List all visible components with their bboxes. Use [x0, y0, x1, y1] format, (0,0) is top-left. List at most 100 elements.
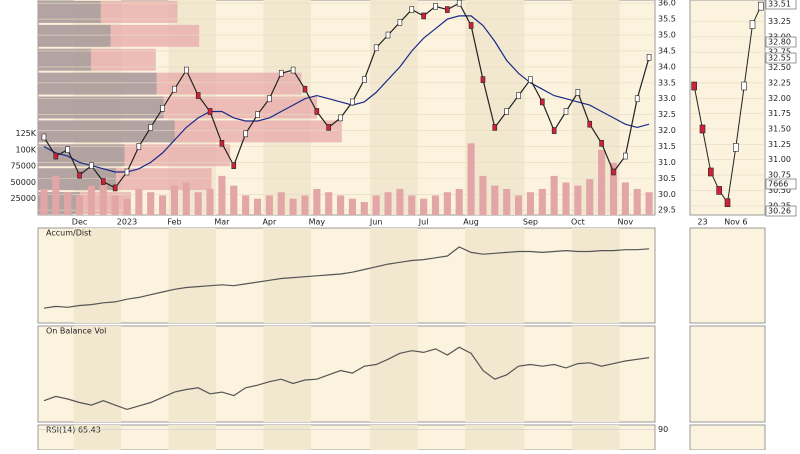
volume-bar: [253, 198, 262, 215]
volume-bar: [337, 195, 345, 215]
month-band: [571, 425, 620, 450]
indicator-line: [43, 346, 650, 411]
mini-candle: [724, 198, 731, 208]
price-label: 7666: [768, 180, 788, 189]
price-candle: [492, 124, 498, 131]
y-tick-label: 33.25: [768, 17, 791, 26]
volume-bar: [147, 192, 155, 215]
panel-bg: [37, 424, 656, 451]
volume-by-price-down: [38, 144, 125, 167]
volume-bar: [514, 195, 523, 215]
mini-candle: [716, 186, 722, 195]
price-candle: [575, 89, 581, 96]
volume-bar: [313, 188, 321, 215]
price-candle: [326, 124, 332, 131]
month-band: [168, 425, 216, 450]
price-candle: [77, 171, 82, 179]
y-tick-label: 32.25: [768, 78, 791, 87]
mini-candle: [758, 1, 764, 11]
volume-bar: [384, 192, 392, 215]
volume-bar: [443, 192, 451, 215]
price-candle: [172, 85, 177, 93]
volume-bar: [503, 188, 511, 215]
volume-bar: [99, 179, 107, 215]
price-candle: [480, 76, 486, 83]
volume-bar: [491, 185, 499, 215]
y-tick-label: 30.75: [768, 171, 791, 180]
volume-bar: [218, 175, 226, 215]
indicator-title: Accum/Dist: [46, 229, 91, 238]
month-band: [465, 0, 525, 215]
price-candle: [89, 162, 94, 169]
mini-candle: [741, 81, 747, 91]
volume-bar: [586, 179, 594, 215]
volume-bar: [609, 162, 618, 215]
volume-tick-label: 125K: [15, 129, 36, 138]
month-band: [73, 326, 122, 422]
mini-candle: [749, 20, 756, 29]
y-tick-label: 31.75: [768, 109, 791, 118]
volume-bar: [289, 198, 297, 215]
price-candle: [445, 6, 450, 13]
mini-panel-bg: [689, 0, 766, 216]
price-candle: [646, 54, 652, 61]
x-tick-label: Aug: [463, 218, 479, 227]
month-band: [571, 228, 620, 323]
volume-bar: [538, 188, 546, 215]
price-candle: [373, 44, 379, 52]
volume-bar: [206, 188, 214, 215]
price-candle: [504, 108, 509, 115]
volume-bar: [111, 195, 119, 215]
price-label-box: [765, 0, 797, 10]
y-tick-label: 31.25: [768, 140, 791, 149]
price-candle: [267, 95, 272, 103]
panel-bg: [37, 227, 656, 324]
mini-panel-bg: [689, 227, 766, 324]
volume-by-price-down: [38, 48, 92, 71]
indicator-title: On Balance Vol: [46, 327, 106, 336]
volume-tick-label: 25000: [11, 194, 36, 203]
volume-bar: [420, 198, 428, 215]
price-candle: [350, 98, 355, 106]
price-candle: [397, 18, 403, 26]
price-candle: [528, 76, 533, 83]
volume-by-price-down: [38, 72, 157, 95]
volume-bar: [52, 175, 60, 215]
price-line: [43, 2, 650, 189]
volume-bar: [87, 185, 95, 215]
indicator-title: RSI(14) 65.43: [46, 426, 101, 435]
month-band: [263, 228, 311, 323]
volume-bar: [348, 198, 356, 215]
x-tick-label: Oct: [571, 218, 585, 227]
price-candle: [563, 108, 569, 115]
price-label: 32.80: [768, 38, 791, 47]
y-tick-label: 35.0: [658, 31, 676, 40]
price-candle: [160, 104, 165, 112]
volume-bar: [230, 185, 238, 215]
y-tick-label: 90: [658, 425, 668, 434]
volume-bar: [75, 195, 84, 215]
y-tick-label: 36.0: [658, 0, 676, 8]
volume-bar: [598, 149, 606, 215]
price-candle: [136, 143, 142, 150]
volume-bar: [621, 182, 629, 215]
price-candle: [421, 12, 426, 20]
volume-bar: [64, 192, 72, 215]
y-tick-label: 29.5: [658, 206, 676, 215]
price-candle: [184, 66, 189, 74]
month-band: [370, 425, 418, 450]
price-candle: [587, 120, 593, 128]
volume-bar: [194, 192, 202, 215]
volume-tick-label: 100K: [15, 145, 36, 154]
x-tick-label: Nov 6: [724, 218, 747, 227]
panel-bg: [37, 325, 656, 423]
mini-candle: [699, 124, 706, 134]
month-band: [168, 228, 216, 323]
volume-bar: [645, 192, 653, 215]
y-tick-label: 32.75: [768, 48, 791, 57]
month-band: [465, 228, 525, 323]
x-tick-label: 2023: [117, 218, 137, 227]
volume-bar: [325, 192, 333, 215]
y-tick-label: 31.00: [768, 155, 791, 164]
x-tick-label: Apr: [262, 218, 277, 227]
